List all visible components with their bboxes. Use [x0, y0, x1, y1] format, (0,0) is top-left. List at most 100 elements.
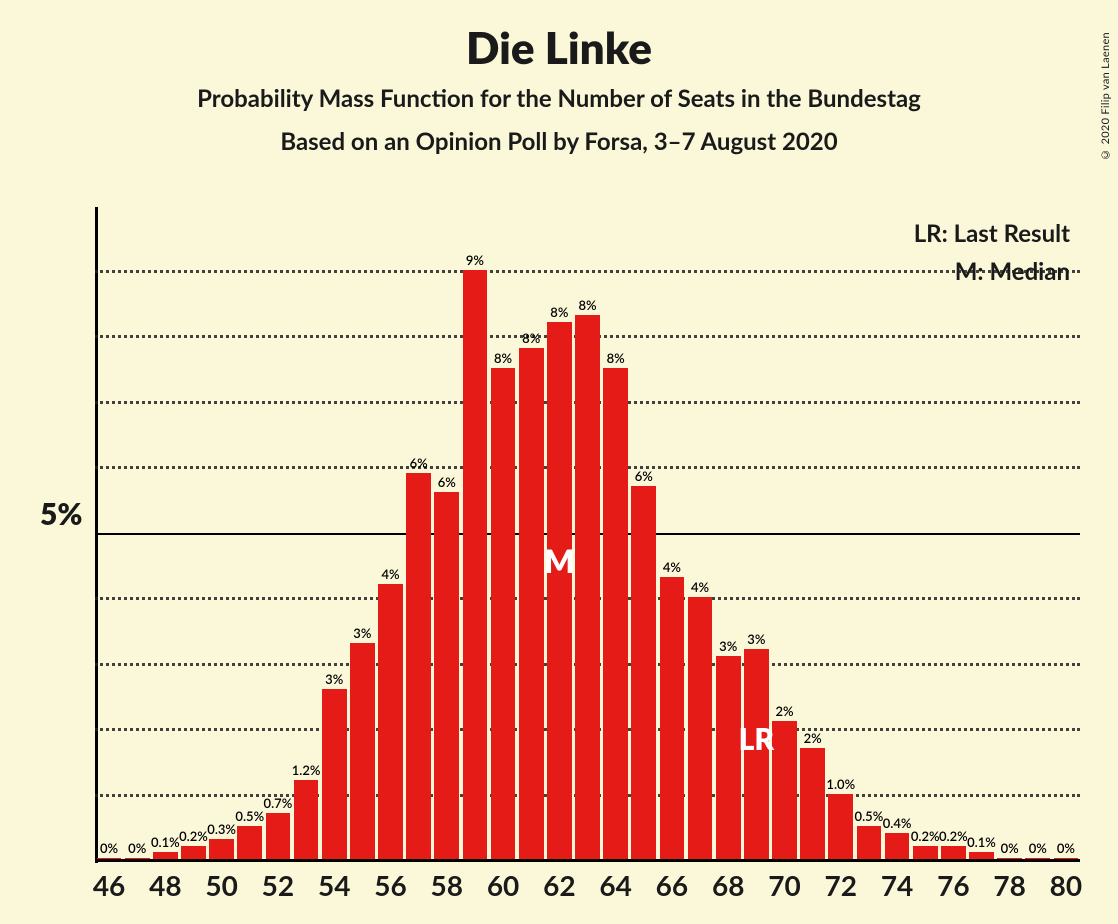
bar-value-label: 3%	[325, 671, 343, 687]
x-axis-line	[95, 859, 1080, 862]
bar: 4%	[660, 577, 685, 859]
bar: 6%	[631, 486, 656, 859]
bar: 3%	[350, 643, 375, 859]
bar-value-label: 0%	[1001, 840, 1019, 856]
bar-value-label: 0.5%	[235, 808, 264, 824]
bar: 0.1%	[153, 852, 178, 859]
bar-value-label: 0%	[1057, 840, 1075, 856]
bar: 9%	[463, 270, 488, 860]
y-axis-line	[95, 207, 98, 863]
bar-value-label: 8%	[550, 304, 568, 320]
x-axis-tick-label: 64	[599, 868, 631, 902]
x-axis-tick-label: 48	[149, 868, 181, 902]
x-axis-tick-label: 54	[318, 868, 350, 902]
bar-value-label: 3%	[353, 625, 371, 641]
chart-subtitle-1: Probability Mass Function for the Number…	[0, 84, 1118, 113]
y-axis-tick-label: 5%	[40, 496, 82, 532]
bar: 8%	[547, 322, 572, 859]
bar: 2%	[800, 748, 825, 859]
bar-value-label: 4%	[663, 559, 681, 575]
x-axis-tick-label: 52	[262, 868, 294, 902]
x-axis-tick-label: 58	[431, 868, 463, 902]
bar: 0.2%	[941, 846, 966, 859]
x-axis-tick-label: 46	[93, 868, 125, 902]
bar: 0.5%	[237, 826, 262, 859]
legend: LR: Last Result M: Median	[914, 215, 1070, 292]
x-axis-tick-label: 50	[205, 868, 237, 902]
x-axis-tick-label: 80	[1050, 868, 1082, 902]
bar-value-label: 6%	[438, 474, 456, 490]
median-marker: M	[544, 541, 575, 580]
legend-lr: LR: Last Result	[914, 215, 1070, 253]
bar: 8%	[575, 315, 600, 859]
bar: 8%	[491, 368, 516, 859]
bar: 0.5%	[857, 826, 882, 859]
x-axis-tick-label: 68	[712, 868, 744, 902]
x-axis-tick-label: 56	[374, 868, 406, 902]
bar: 6%	[434, 492, 459, 859]
bar-value-label: 2%	[804, 730, 822, 746]
bar-value-label: 8%	[494, 350, 512, 366]
legend-m: M: Median	[914, 253, 1070, 291]
chart-subtitle-2: Based on an Opinion Poll by Forsa, 3–7 A…	[0, 127, 1118, 156]
bar-value-label: 8%	[607, 350, 625, 366]
bar-value-label: 3%	[747, 631, 765, 647]
bar: 0.2%	[181, 846, 206, 859]
bar-value-label: 2%	[775, 703, 793, 719]
bar-value-label: 0.5%	[855, 808, 884, 824]
bar: 0%	[997, 858, 1022, 859]
bar-value-label: 3%	[719, 638, 737, 654]
bar-value-label: 0%	[128, 840, 146, 856]
bar: 3%	[716, 656, 741, 859]
x-axis-tick-label: 74	[881, 868, 913, 902]
bar: 8%	[603, 368, 628, 859]
copyright-text: © 2020 Filip van Laenen	[1099, 32, 1112, 161]
bar: 0.7%	[266, 813, 291, 859]
x-axis-tick-label: 72	[825, 868, 857, 902]
chart-area: LR: Last Result M: Median 5%0%0%0.1%0.2%…	[30, 207, 1088, 862]
bar-value-label: 0.2%	[939, 828, 968, 844]
x-axis-tick-label: 60	[487, 868, 519, 902]
bar-value-label: 8%	[522, 330, 540, 346]
bar: 1.2%	[294, 780, 319, 859]
bar-value-label: 0.2%	[911, 828, 940, 844]
bar: 0%	[125, 858, 150, 859]
bar-value-label: 6%	[410, 455, 428, 471]
bar: 0%	[1025, 858, 1050, 859]
bar: 0%	[97, 858, 122, 859]
bar-value-label: 1.2%	[292, 762, 321, 778]
bar-value-label: 0.1%	[151, 834, 180, 850]
bar-value-label: 0.7%	[264, 795, 293, 811]
gridline-minor	[95, 270, 1080, 273]
bar-value-label: 0%	[1029, 840, 1047, 856]
x-axis-tick-label: 70	[768, 868, 800, 902]
bar: 2%	[772, 721, 797, 859]
bar: 0.1%	[969, 852, 994, 859]
x-axis-tick-label: 78	[993, 868, 1025, 902]
bar-value-label: 1.0%	[826, 776, 855, 792]
bar-value-label: 9%	[466, 252, 484, 268]
bar: 8%	[519, 348, 544, 859]
bar: 4%	[688, 597, 713, 859]
bar-value-label: 0.1%	[967, 834, 996, 850]
bar-value-label: 6%	[635, 468, 653, 484]
bar-value-label: 8%	[578, 297, 596, 313]
x-axis-tick-label: 66	[656, 868, 688, 902]
bar: 4%	[378, 584, 403, 859]
chart-title: Die Linke	[0, 22, 1118, 74]
bar-value-label: 4%	[691, 579, 709, 595]
bar-value-label: 0.4%	[883, 815, 912, 831]
bar-value-label: 0.3%	[207, 821, 236, 837]
last-result-marker: LR	[739, 721, 774, 757]
bar: 0.2%	[913, 846, 938, 859]
plot-area: LR: Last Result M: Median 5%0%0%0.1%0.2%…	[95, 207, 1080, 862]
bar-value-label: 0.2%	[179, 828, 208, 844]
bar: 0.3%	[209, 839, 234, 859]
bar: 1.0%	[828, 794, 853, 860]
bar: 0.4%	[885, 833, 910, 859]
bar-value-label: 0%	[100, 840, 118, 856]
x-axis-tick-label: 76	[937, 868, 969, 902]
bar: 0%	[1054, 858, 1079, 859]
bar: 3%	[322, 689, 347, 859]
bar: 6%	[406, 473, 431, 859]
